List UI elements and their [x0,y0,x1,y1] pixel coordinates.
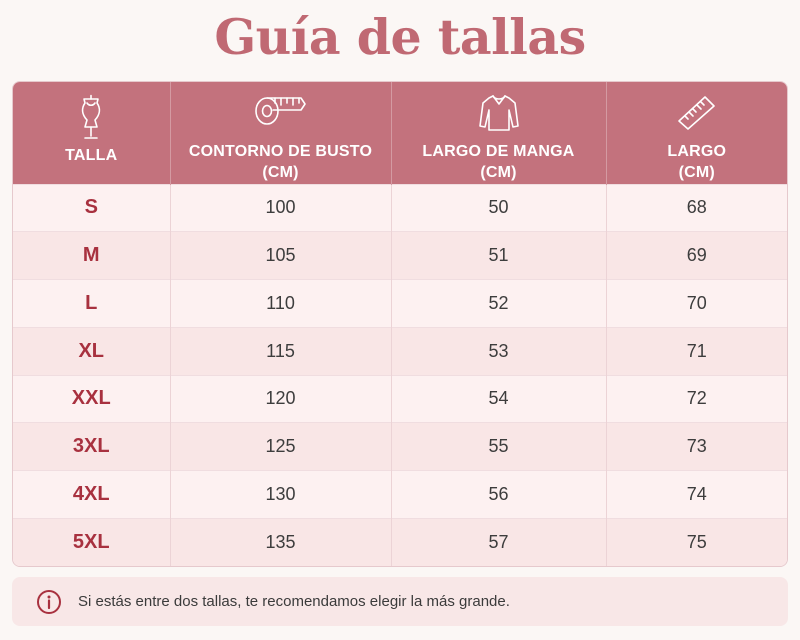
bust-cell: 120 [169,374,391,423]
bust-cell: 115 [169,326,391,375]
table-row: XL 115 53 71 [13,326,787,375]
sleeve-cell: 55 [390,422,606,471]
table-header-row: TALLA [13,82,787,184]
length-cell: 72 [605,374,787,423]
ruler-icon [677,96,715,130]
length-cell: 71 [605,326,787,375]
size-chart-table: TALLA [12,81,788,567]
table-row: XXL 120 54 72 [13,374,787,423]
table-row: L 110 52 70 [13,279,787,328]
size-cell: 3XL [13,422,170,471]
table-row: 5XL 135 57 75 [13,517,787,566]
sleeve-cell: 57 [390,517,606,566]
sleeve-cell: 51 [390,231,606,280]
size-cell: 4XL [13,470,170,519]
bust-cell: 110 [169,279,391,328]
long-sleeve-shirt-icon [478,95,519,131]
size-cell: M [13,231,170,280]
size-cell: XXL [13,374,170,423]
header-size: TALLA [13,82,170,184]
note-text: Si estás entre dos tallas, te recomendam… [78,593,510,610]
bust-cell: 135 [169,517,391,566]
length-cell: 69 [605,231,787,280]
bust-cell: 125 [169,422,391,471]
sleeve-cell: 52 [390,279,606,328]
header-bust-unit: (CM) [262,164,299,181]
header-sleeve-label: LARGO DE MANGA [422,143,575,160]
table-row: S 100 50 68 [13,183,787,232]
size-cell: 5XL [13,517,170,566]
header-length: LARGO (CM) [605,82,787,184]
size-cell: XL [13,326,170,375]
sleeve-cell: 53 [390,326,606,375]
sleeve-cell: 50 [390,183,606,232]
length-cell: 74 [605,470,787,519]
dress-form-icon [82,94,101,139]
page-title: Guía de tallas [214,8,586,66]
header-sleeve-unit: (CM) [480,164,517,181]
sleeve-cell: 54 [390,374,606,423]
info-icon [37,589,61,614]
length-cell: 70 [605,279,787,328]
size-cell: S [13,183,170,232]
bust-cell: 100 [169,183,391,232]
header-bust: CONTORNO DE BUSTO (CM) [169,82,391,184]
header-length-unit: (CM) [678,164,715,181]
length-cell: 73 [605,422,787,471]
recommendation-note: Si estás entre dos tallas, te recomendam… [12,577,788,626]
bust-cell: 130 [169,470,391,519]
measuring-tape-icon [254,97,306,125]
header-length-label: LARGO [667,143,727,160]
table-row: M 105 51 69 [13,231,787,280]
sleeve-cell: 56 [390,470,606,519]
table-row: 3XL 125 55 73 [13,422,787,471]
header-sleeve: LARGO DE MANGA (CM) [390,82,606,184]
length-cell: 75 [605,517,787,566]
table-row: 4XL 130 56 74 [13,470,787,519]
header-bust-label: CONTORNO DE BUSTO [188,143,373,160]
bust-cell: 105 [169,231,391,280]
length-cell: 68 [605,183,787,232]
size-cell: L [13,279,170,328]
header-size-label: TALLA [65,147,118,164]
